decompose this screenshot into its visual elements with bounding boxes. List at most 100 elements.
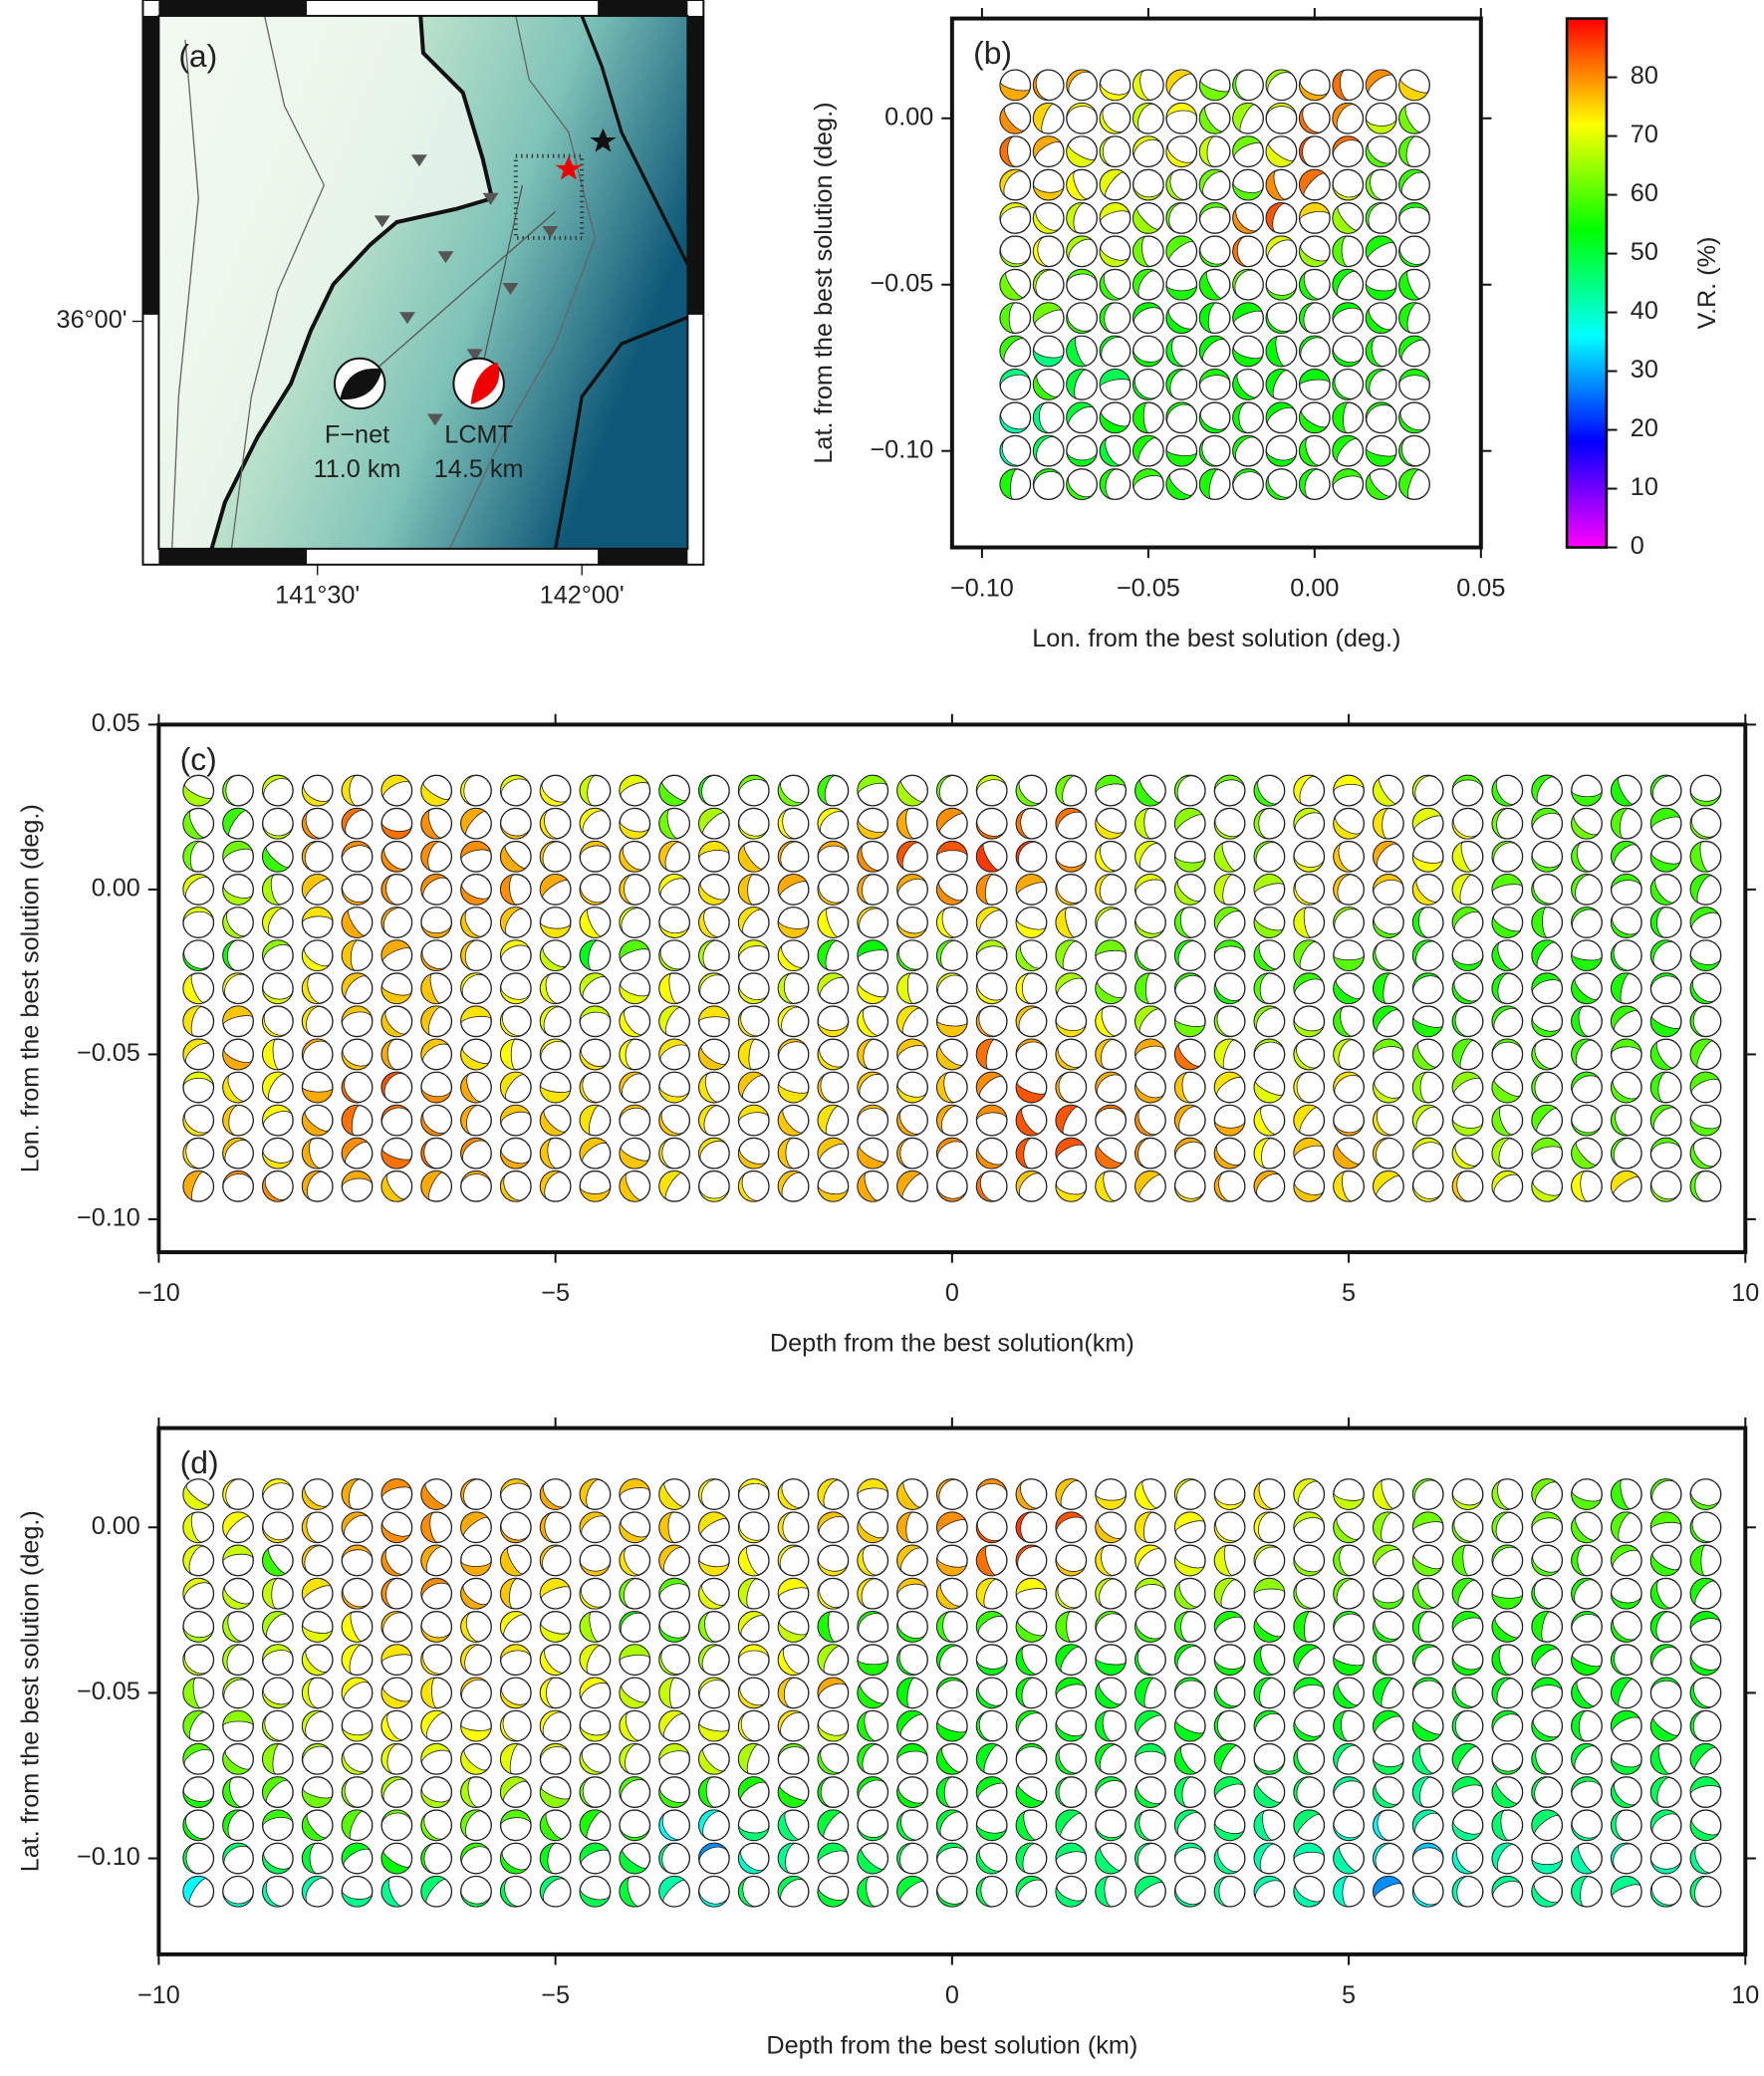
beachball xyxy=(1690,1544,1706,1577)
beachball xyxy=(896,1709,924,1737)
beachball xyxy=(1133,302,1163,325)
x-tick-label: 0 xyxy=(945,1279,959,1307)
beachball xyxy=(936,1104,959,1135)
beachball xyxy=(1412,1718,1442,1742)
beachball xyxy=(1095,1071,1124,1098)
beachball xyxy=(380,1711,404,1742)
beachball xyxy=(1531,1478,1558,1506)
beachball xyxy=(1491,1592,1523,1609)
beachball xyxy=(1649,1776,1671,1807)
beachball xyxy=(1253,1677,1275,1708)
beachball xyxy=(222,841,253,862)
beachball xyxy=(738,1824,770,1841)
beachball xyxy=(1055,972,1085,997)
colorbar-tick-label: 20 xyxy=(1631,414,1658,442)
beachball xyxy=(500,1546,524,1576)
beachball xyxy=(1451,1680,1477,1709)
beachball xyxy=(1611,841,1638,868)
beachball xyxy=(1199,105,1224,134)
beachball xyxy=(222,1612,244,1643)
beachball xyxy=(619,1008,644,1037)
beachball xyxy=(1254,1479,1276,1510)
beachball xyxy=(1491,1616,1520,1643)
y-tick-label: −0.05 xyxy=(77,1678,140,1705)
beachball xyxy=(341,1584,371,1610)
beachball xyxy=(1265,448,1297,467)
beachball xyxy=(460,972,488,1000)
beachball xyxy=(1491,972,1511,1004)
beachball xyxy=(1332,302,1364,323)
beachball xyxy=(976,1145,1005,1169)
beachball xyxy=(658,780,687,807)
beachball xyxy=(658,972,677,1004)
beachball xyxy=(1055,1138,1086,1161)
beachball xyxy=(778,1710,805,1738)
beachball xyxy=(777,874,808,898)
beachball xyxy=(738,1171,761,1202)
x-tick-label: −10 xyxy=(137,1279,180,1307)
beachball xyxy=(1365,118,1397,134)
beachball xyxy=(222,1710,254,1726)
y-tick-label: −0.10 xyxy=(77,1843,140,1871)
beachball xyxy=(1055,1105,1079,1135)
beachball xyxy=(1491,808,1509,840)
beachball xyxy=(380,1038,398,1071)
beachball xyxy=(777,1784,808,1808)
beachball xyxy=(698,939,718,971)
beachball xyxy=(1689,1818,1720,1841)
beachball xyxy=(1332,103,1357,132)
beachball xyxy=(1451,1006,1472,1037)
beachball xyxy=(896,1842,916,1874)
beachball xyxy=(1134,942,1159,971)
beachball xyxy=(619,1611,646,1638)
beachball xyxy=(857,1007,881,1037)
beachball xyxy=(1451,954,1484,971)
beachball xyxy=(698,1478,720,1509)
beachball xyxy=(1451,1709,1468,1742)
beachball xyxy=(1165,142,1195,167)
beachball xyxy=(1265,283,1298,301)
colorbar-tick-label: 10 xyxy=(1631,473,1658,501)
x-tick-label: −10 xyxy=(137,1981,180,2009)
beachball xyxy=(1293,1809,1321,1836)
beachball xyxy=(1015,972,1032,1004)
beachball xyxy=(1412,939,1436,969)
contour xyxy=(171,15,597,550)
beachball xyxy=(1015,1876,1045,1901)
beachball xyxy=(619,1685,648,1709)
beachball xyxy=(420,1511,439,1543)
beachball xyxy=(896,1005,921,1035)
panel-label: (d) xyxy=(180,1444,219,1480)
beachball xyxy=(262,1547,287,1577)
beachball xyxy=(1689,1141,1716,1169)
beachball xyxy=(1650,907,1666,938)
beachball xyxy=(976,1683,1004,1709)
beachball xyxy=(1373,941,1396,971)
beachball xyxy=(380,1105,412,1126)
beachball xyxy=(1333,1006,1354,1037)
star xyxy=(590,128,617,152)
beachball xyxy=(302,1005,323,1037)
beachballs xyxy=(182,1478,1722,1908)
beachball xyxy=(1095,874,1114,906)
beachball xyxy=(182,973,205,1004)
beachball xyxy=(540,1677,556,1709)
beachball xyxy=(262,907,285,937)
beachball xyxy=(1134,1480,1158,1510)
y-tick-label: 0.00 xyxy=(92,1512,140,1540)
beachball xyxy=(896,1480,921,1510)
beachball xyxy=(1412,1554,1443,1577)
beachball xyxy=(1174,1611,1191,1643)
beachball xyxy=(698,1809,723,1839)
beachball xyxy=(1398,135,1417,167)
beachball xyxy=(1398,468,1420,499)
beachball xyxy=(1491,1511,1513,1543)
beachball xyxy=(1099,135,1116,167)
beachball xyxy=(1134,1645,1156,1676)
beachball xyxy=(1650,1857,1682,1874)
beachball xyxy=(341,1170,374,1188)
beachball xyxy=(500,845,527,873)
beachball xyxy=(341,808,367,837)
beachball xyxy=(1066,103,1098,121)
